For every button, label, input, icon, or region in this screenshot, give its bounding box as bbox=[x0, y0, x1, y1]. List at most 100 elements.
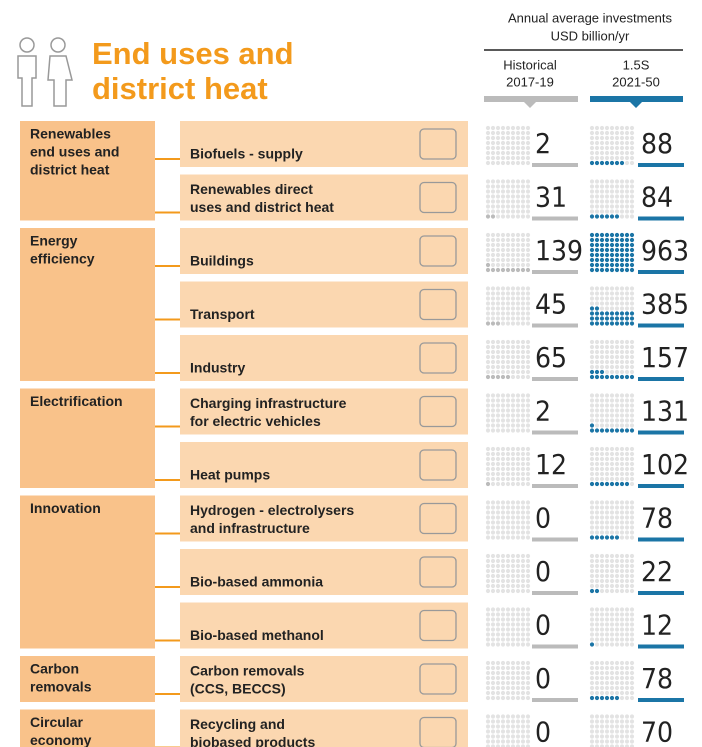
dot bbox=[510, 267, 516, 273]
empty-dot bbox=[599, 408, 605, 413]
empty-dot bbox=[604, 451, 610, 457]
dot bbox=[485, 262, 491, 268]
empty-dot bbox=[619, 446, 625, 452]
empty-dot bbox=[490, 286, 496, 291]
empty-dot bbox=[614, 466, 620, 472]
dot bbox=[495, 321, 501, 326]
empty-dot bbox=[495, 695, 501, 701]
empty-dot bbox=[500, 413, 506, 418]
empty-dot bbox=[490, 150, 496, 156]
empty-dot bbox=[490, 612, 496, 617]
empty-dot bbox=[629, 145, 635, 151]
empty-dot bbox=[604, 155, 610, 161]
empty-dot bbox=[599, 306, 605, 311]
empty-dot bbox=[495, 155, 501, 161]
empty-dot bbox=[510, 530, 516, 535]
empty-dot bbox=[495, 520, 501, 525]
empty-dot bbox=[500, 418, 506, 423]
empty-dot bbox=[619, 744, 625, 747]
empty-dot bbox=[485, 199, 491, 204]
dot bbox=[490, 374, 496, 380]
dot bbox=[594, 306, 600, 311]
empty-dot bbox=[485, 568, 491, 574]
empty-dot bbox=[500, 505, 506, 510]
empty-dot bbox=[505, 558, 511, 564]
empty-dot bbox=[515, 481, 521, 487]
empty-dot bbox=[594, 344, 600, 350]
empty-dot bbox=[599, 515, 605, 520]
empty-dot bbox=[629, 637, 635, 642]
empty-dot bbox=[594, 515, 600, 520]
empty-dot bbox=[599, 714, 605, 719]
empty-dot bbox=[520, 446, 526, 452]
empty-dot bbox=[520, 637, 526, 642]
empty-dot bbox=[604, 563, 610, 569]
empty-dot bbox=[624, 553, 630, 559]
dot bbox=[629, 237, 635, 243]
dot bbox=[629, 267, 635, 273]
empty-dot bbox=[495, 125, 501, 131]
empty-dot bbox=[619, 344, 625, 350]
empty-dot bbox=[495, 262, 501, 268]
empty-dot bbox=[490, 734, 496, 739]
empty-dot bbox=[619, 607, 625, 612]
value: 2 bbox=[535, 395, 551, 428]
empty-dot bbox=[619, 642, 625, 647]
empty-dot bbox=[490, 627, 496, 632]
empty-dot bbox=[614, 660, 620, 666]
empty-dot bbox=[505, 286, 511, 291]
empty-dot bbox=[609, 179, 615, 184]
empty-dot bbox=[604, 607, 610, 612]
empty-dot bbox=[629, 466, 635, 472]
empty-dot bbox=[510, 209, 516, 214]
empty-dot bbox=[589, 685, 595, 691]
empty-dot bbox=[500, 622, 506, 627]
dot bbox=[589, 267, 595, 273]
empty-dot bbox=[624, 568, 630, 574]
empty-dot bbox=[525, 500, 531, 505]
empty-dot bbox=[589, 500, 595, 505]
dot bbox=[619, 316, 625, 321]
empty-dot bbox=[495, 247, 501, 253]
empty-dot bbox=[485, 418, 491, 423]
dot bbox=[594, 262, 600, 268]
empty-dot bbox=[495, 675, 501, 681]
empty-dot bbox=[589, 145, 595, 151]
empty-dot bbox=[589, 194, 595, 199]
empty-dot bbox=[609, 456, 615, 462]
empty-dot bbox=[619, 189, 625, 194]
empty-dot bbox=[520, 354, 526, 360]
empty-dot bbox=[604, 525, 610, 530]
empty-dot bbox=[520, 642, 526, 647]
empty-dot bbox=[520, 418, 526, 423]
empty-dot bbox=[589, 719, 595, 724]
empty-dot bbox=[510, 204, 516, 209]
dot bbox=[614, 316, 620, 321]
value: 88 bbox=[641, 127, 673, 160]
empty-dot bbox=[599, 510, 605, 515]
empty-dot bbox=[520, 214, 526, 219]
empty-dot bbox=[510, 262, 516, 268]
empty-dot bbox=[604, 339, 610, 345]
empty-dot bbox=[495, 578, 501, 584]
empty-dot bbox=[589, 291, 595, 296]
empty-dot bbox=[485, 729, 491, 734]
dot bbox=[619, 160, 625, 166]
column-period: 2017-19 bbox=[506, 74, 554, 89]
dot bbox=[599, 262, 605, 268]
empty-dot bbox=[505, 232, 511, 238]
dot bbox=[589, 257, 595, 263]
value: 385 bbox=[641, 288, 689, 321]
empty-dot bbox=[589, 301, 595, 306]
empty-dot bbox=[500, 451, 506, 457]
dot bbox=[624, 481, 630, 487]
dot bbox=[614, 232, 620, 238]
dot bbox=[604, 321, 610, 326]
empty-dot bbox=[604, 354, 610, 360]
empty-dot bbox=[525, 622, 531, 627]
empty-dot bbox=[614, 627, 620, 632]
empty-dot bbox=[599, 578, 605, 584]
empty-dot bbox=[629, 364, 635, 370]
empty-dot bbox=[505, 617, 511, 622]
empty-dot bbox=[495, 344, 501, 350]
